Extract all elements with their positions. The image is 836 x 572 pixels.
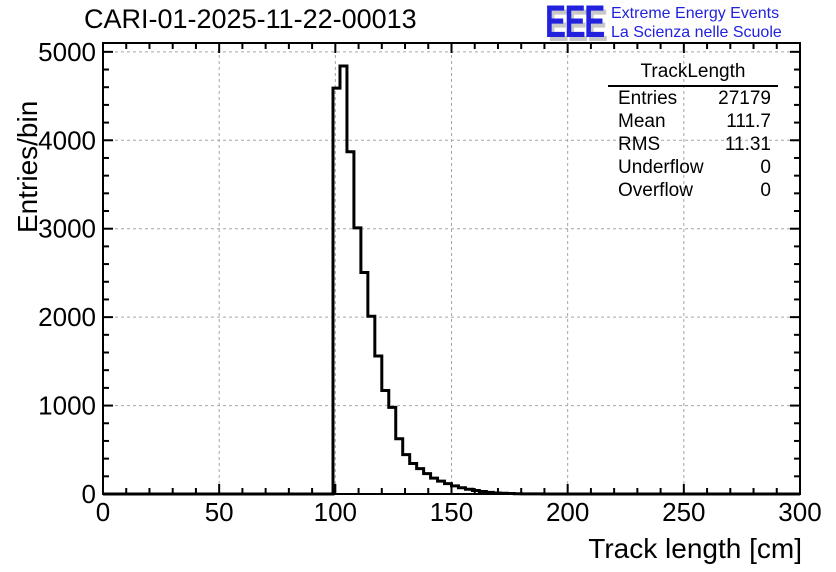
y-tick-label-5000: 5000 bbox=[38, 37, 96, 67]
x-tick-label-150: 150 bbox=[430, 497, 473, 527]
stats-row-mean: Mean 111.7 bbox=[608, 110, 778, 133]
stats-label: Overflow bbox=[618, 179, 693, 201]
y-tick-label-1000: 1000 bbox=[38, 391, 96, 421]
x-tick-label-250: 250 bbox=[662, 497, 705, 527]
y-tick-label-4000: 4000 bbox=[38, 125, 96, 155]
x-tick-label-100: 100 bbox=[314, 497, 357, 527]
stats-value: 0 bbox=[760, 179, 771, 201]
stats-label: Mean bbox=[618, 110, 666, 132]
stats-title: TrackLength bbox=[608, 61, 778, 87]
stats-value: 27179 bbox=[718, 87, 771, 109]
y-axis-title: Entries/bin bbox=[12, 100, 43, 233]
stats-row-entries: Entries 27179 bbox=[608, 87, 778, 110]
x-tick-label-0: 0 bbox=[96, 497, 110, 527]
stats-value: 11.31 bbox=[724, 133, 771, 155]
stats-row-overflow: Overflow 0 bbox=[608, 179, 778, 202]
stats-label: RMS bbox=[618, 133, 661, 155]
eee-logo-text: Extreme Energy Events La Scienza nelle S… bbox=[611, 2, 782, 42]
eee-logo-acronym: EEE bbox=[545, 0, 605, 47]
stats-label: Underflow bbox=[618, 156, 704, 178]
stats-label: Entries bbox=[618, 87, 678, 109]
x-tick-label-50: 50 bbox=[205, 497, 234, 527]
plot-frame bbox=[102, 42, 801, 495]
x-tick-label-300: 300 bbox=[778, 497, 821, 527]
x-tick-label-200: 200 bbox=[546, 497, 589, 527]
x-axis-title: Track length [cm] bbox=[588, 533, 802, 564]
eee-logo-line1: Extreme Energy Events bbox=[611, 5, 780, 22]
y-tick-label-2000: 2000 bbox=[38, 302, 96, 332]
plot-title: CARI-01-2025-11-22-00013 bbox=[84, 4, 417, 34]
stats-row-underflow: Underflow 0 bbox=[608, 156, 778, 179]
eee-logo-line2: La Scienza nelle Scuole bbox=[611, 24, 782, 41]
y-tick-label-0: 0 bbox=[82, 479, 96, 509]
stats-value: 111.7 bbox=[726, 110, 771, 132]
y-tick-label-3000: 3000 bbox=[38, 214, 96, 244]
stats-box: TrackLength Entries 27179 Mean 111.7 RMS… bbox=[608, 61, 778, 202]
eee-logo: EEE Extreme Energy Events La Scienza nel… bbox=[545, 0, 782, 47]
stats-row-rms: RMS 11.31 bbox=[608, 133, 778, 156]
histogram-line bbox=[103, 64, 800, 496]
stats-value: 0 bbox=[760, 156, 771, 178]
